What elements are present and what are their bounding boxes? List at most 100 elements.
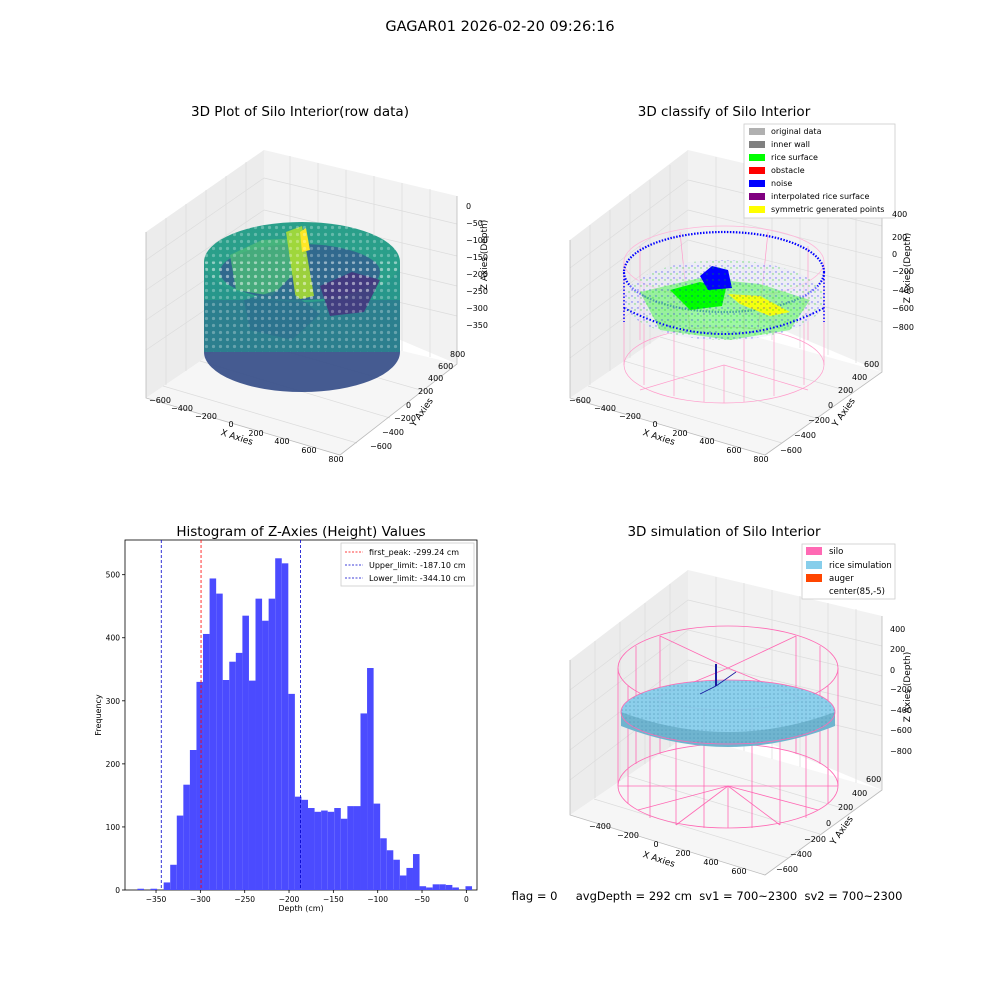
histogram-y-tick-label: 0 [115,886,120,895]
sim-zlabel: Z Axies (Depth) [903,652,913,723]
cls-xtick: 600 [726,446,741,455]
panel-classify: 3D classify of Silo Interior [569,104,914,464]
raw-ztick: −150 [466,253,488,262]
cls-ztick: 0 [892,250,897,259]
legend-label-obstacle: obstacle [771,166,805,175]
legend-swatch-auger [806,574,822,582]
cls-ytick: 400 [852,373,867,382]
raw-ztick: −250 [466,287,488,296]
sim-xtick: 200 [675,849,690,858]
legend-label-rice-simulation: rice simulation [829,561,892,571]
histogram-x-tick-label: −100 [367,895,388,904]
cls-xtick: 200 [672,429,687,438]
sim-ztick: −400 [890,706,912,715]
sim-ytick: 200 [838,803,853,812]
sim-ztick: 400 [890,625,905,634]
histogram-x-tick-label: −350 [146,895,167,904]
cls-ztick: −200 [892,267,914,276]
histogram-bar [399,875,407,890]
histogram-bar [353,806,361,890]
raw-ztick: −300 [466,304,488,313]
legend-label-original: original data [771,127,822,136]
legend-label-rice-surface: rice surface [771,153,818,162]
legend-label-auger: auger [829,574,854,584]
classify-cloud [622,225,826,404]
cls-xlabel: X Axies [641,428,676,448]
raw-zlabel: Z Axies (Depth) [480,220,490,291]
legend-label-silo: silo [829,547,843,557]
raw-ytick: 200 [418,387,433,396]
histogram-bar [203,633,210,890]
histogram-bar [432,884,440,890]
raw-ytick: −200 [394,414,416,423]
cls-ztick: −800 [892,323,914,332]
histogram-bar [275,558,282,890]
cls-ztick: −600 [892,304,914,313]
panel-simulation: 3D simulation of Silo Interior [569,524,913,876]
histogram-bar [327,811,335,890]
histogram-ylabel: Frequency [94,694,103,736]
histogram-y-tick-label: 100 [106,823,121,832]
cls-ytick: −600 [780,446,802,455]
cls-xtick: 0 [652,420,657,429]
histogram-x-ticks: −350 −300 −250 −200 −150 −100 −50 0 [146,890,469,904]
histogram-xlabel: Depth (cm) [278,904,323,913]
histogram-bar [367,668,374,890]
raw-xtick: 400 [274,437,289,446]
legend-label-interpolated: interpolated rice surface [771,192,869,201]
sim-ztick: −200 [890,685,912,694]
histogram-bar [189,750,197,890]
legend-swatch-rice-simulation [806,561,822,569]
sim-xlabel: X Axies [641,850,676,870]
sim-auger-icon [699,664,737,695]
legend-swatch-inner-wall [749,141,765,148]
raw-ztick: 0 [466,202,471,211]
cls-zlabel: Z Axies (Depth) [903,233,913,304]
histogram-bar [386,850,394,890]
raw-ztick: −50 [466,219,483,228]
histogram-bar [393,859,400,890]
raw-silo-cloud [204,222,400,392]
panel-raw-data: 3D Plot of Silo Interior(row data) [145,104,490,464]
histogram-bar [465,886,473,890]
raw-xtick: 200 [248,429,263,438]
cls-xtick: −400 [594,404,616,413]
histogram-y-ticks: 0 100 200 300 400 500 [106,571,125,895]
legend-swatch-symmetric [749,206,765,213]
histogram-bar [183,784,190,890]
histogram-bar [334,808,341,890]
legend-label-first-peak: first_peak: -299.24 cm [369,548,459,557]
raw-xtick: −600 [149,396,171,405]
raw-xtick: 600 [301,446,316,455]
legend-label-symmetric: symmetric generated points [771,205,884,214]
histogram-bar [314,811,322,890]
raw-ytick: −600 [370,442,392,451]
histogram-y-tick-label: 500 [106,571,121,580]
cls-ytick: 200 [838,386,853,395]
histogram-bar [439,884,446,890]
cls-ytick: 600 [864,360,879,369]
histogram-bar [176,815,184,890]
sim-ztick: −800 [890,747,912,756]
histogram-bar [412,854,420,890]
sim-ytick: 600 [866,775,881,784]
cls-ztick: −400 [892,286,914,295]
legend-swatch-noise [749,180,765,187]
histogram-bar [229,661,236,890]
raw-ytick: 0 [406,401,411,410]
histogram-bar [268,598,276,890]
legend-swatch-original [749,128,765,135]
sim-xtick: −400 [589,822,611,831]
histogram-legend: first_peak: -299.24 cm Upper_limit: -187… [340,542,475,587]
histogram-bar [281,563,289,890]
panel-simulation-title: 3D simulation of Silo Interior [627,524,821,540]
cls-xtick: −600 [569,396,591,405]
legend-swatch-silo [806,547,822,555]
simulation-legend: silo rice simulation auger center(85,-5) [801,543,896,600]
histogram-bar [426,887,433,890]
panel-classify-title: 3D classify of Silo Interior [638,104,811,120]
raw-ztick: −350 [466,321,488,330]
histogram-x-tick-label: 0 [464,895,469,904]
histogram-bar [380,838,387,890]
